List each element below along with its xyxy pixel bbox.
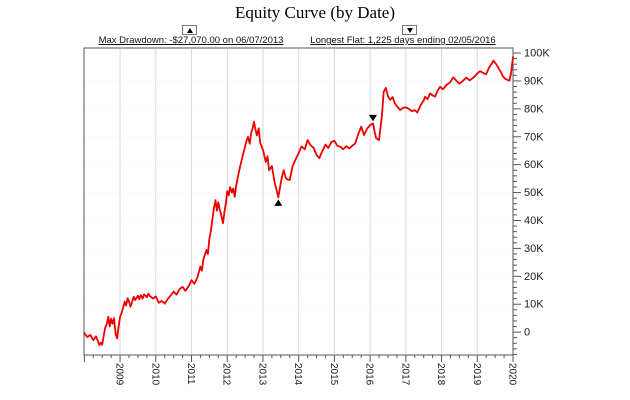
- y-axis-label: 20K: [524, 271, 544, 283]
- triangle-up-icon: [186, 27, 193, 33]
- longest-flat-label: Longest Flat: 1,225 days ending 02/05/20…: [310, 35, 496, 46]
- y-axis-label: 60K: [524, 159, 544, 171]
- y-axis-label: 40K: [524, 215, 544, 227]
- max-drawdown-marker-key: [182, 25, 197, 35]
- y-axis-label: 100K: [524, 48, 550, 60]
- y-axis-label: 30K: [524, 243, 544, 255]
- x-axis-label: 2018: [435, 363, 446, 386]
- x-axis-label: 2014: [292, 363, 303, 386]
- x-axis-label: 2017: [399, 363, 410, 386]
- triangle-down-icon: [406, 27, 413, 33]
- plot-border: [83, 47, 514, 356]
- chart-title: Equity Curve (by Date): [234, 3, 396, 22]
- y-axis-label: 10K: [524, 299, 544, 311]
- x-axis-label: 2011: [185, 363, 196, 385]
- x-axis-label: 2016: [364, 363, 375, 386]
- equity-curve-line: [83, 56, 514, 347]
- y-axis-label: 80K: [524, 103, 544, 115]
- longest-flat-marker-key: [402, 25, 417, 35]
- x-axis-label: 2020: [507, 363, 518, 386]
- y-axis-label: 50K: [524, 187, 544, 199]
- y-axis-label: 70K: [524, 131, 544, 143]
- x-axis-label: 2019: [471, 363, 482, 386]
- max-drawdown-point-marker: [274, 199, 283, 206]
- x-axis-label: 2012: [221, 363, 232, 386]
- x-axis-label: 2013: [256, 363, 267, 386]
- longest-flat-end-point-marker: [368, 114, 377, 122]
- x-axis-label: 2010: [149, 363, 160, 386]
- y-axis-label: 90K: [524, 75, 544, 87]
- x-axis-label: 2009: [114, 363, 125, 386]
- max-drawdown-label: Max Drawdown: -$27,070.00 on 06/07/2013: [98, 35, 284, 46]
- y-axis-label: 0: [524, 327, 530, 339]
- x-axis-label: 2015: [328, 363, 339, 386]
